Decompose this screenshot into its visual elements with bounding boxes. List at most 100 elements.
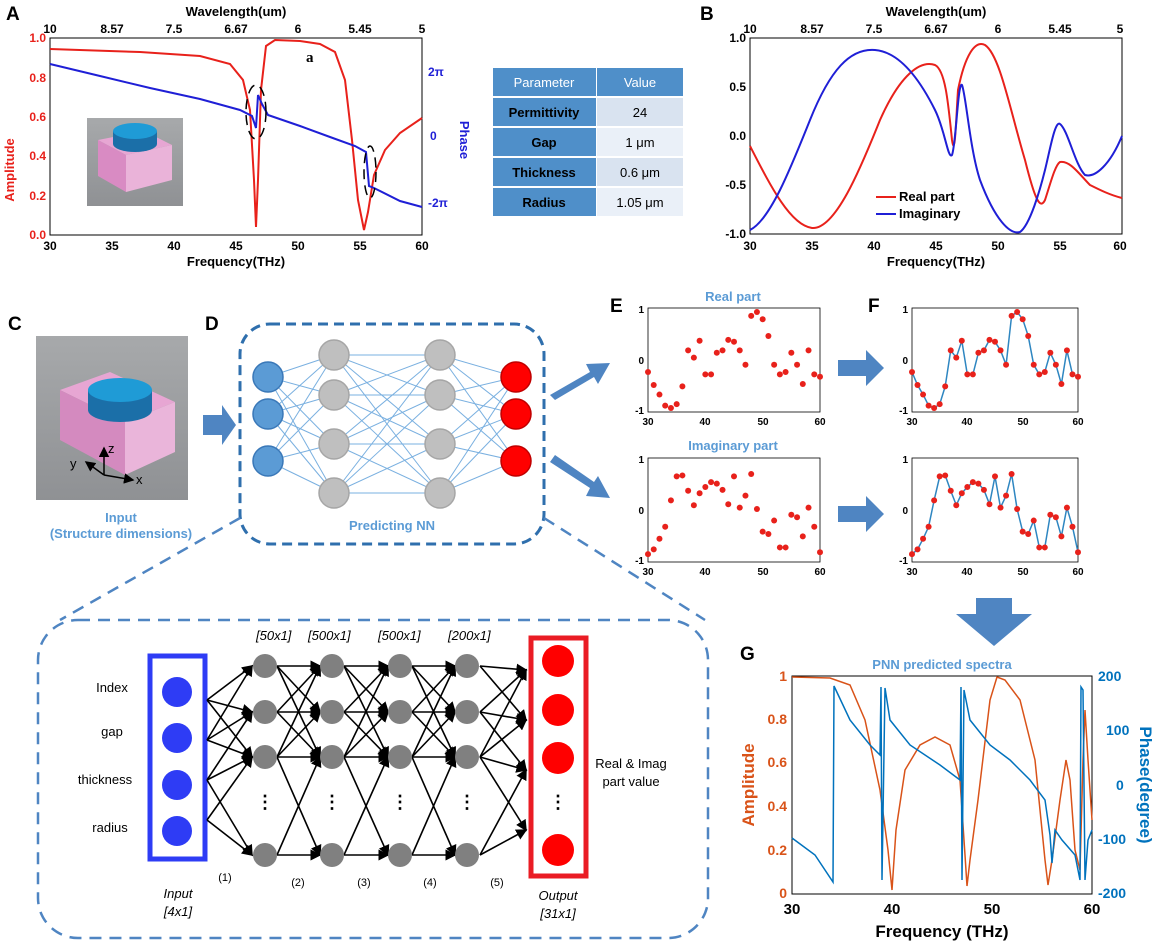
- panel-c-caption-1: Input: [105, 510, 137, 525]
- panel-d-network: Predicting NN: [238, 322, 546, 546]
- output-neuron: [542, 834, 574, 866]
- panel-a-y-tick: 0.2: [29, 189, 46, 203]
- data-point: [1041, 369, 1048, 375]
- data-point: [685, 347, 692, 354]
- panel-f-xtick: 60: [1072, 417, 1084, 428]
- data-point: [1069, 523, 1076, 530]
- input-label-radius: radius: [92, 820, 128, 835]
- hidden-neuron: [424, 477, 456, 509]
- hidden-neuron: [388, 654, 412, 678]
- output-neuron: [500, 445, 532, 477]
- data-point: [969, 371, 976, 378]
- panel-b-top-tick: 7.5: [866, 22, 883, 36]
- data-point: [1008, 471, 1015, 477]
- ellipsis: ⋮: [323, 792, 341, 812]
- output-neuron: [542, 742, 574, 774]
- hidden-neuron: [253, 654, 277, 678]
- nn-arrow: [206, 699, 254, 715]
- data-point: [909, 369, 915, 375]
- arrow-d-to-e-bottom: [550, 455, 610, 498]
- panel-f-ytick: 0: [902, 356, 908, 367]
- output-label-2: part value: [602, 774, 659, 789]
- hidden-neuron: [455, 700, 479, 724]
- nn-arrow: [206, 819, 254, 856]
- hidden-neuron: [424, 379, 456, 411]
- data-point: [997, 347, 1004, 354]
- nn-arrow: [206, 710, 253, 781]
- data-point: [725, 501, 732, 508]
- panel-d-caption: Predicting NN: [349, 518, 435, 533]
- data-point: [719, 347, 726, 354]
- data-point: [788, 511, 795, 518]
- panel-e-xtick: 30: [642, 417, 654, 428]
- data-point: [1014, 506, 1021, 513]
- panel-b-x-label: Frequency(THz): [887, 254, 985, 269]
- data-point: [794, 361, 801, 368]
- panel-b-x-tick: 60: [1113, 239, 1127, 253]
- nn-connection: [439, 376, 517, 494]
- data-point: [702, 371, 709, 378]
- data-point: [736, 504, 743, 511]
- panel-c-caption-2: (Structure dimensions): [50, 526, 192, 541]
- data-point: [673, 473, 680, 480]
- data-point: [1047, 349, 1054, 356]
- data-point: [953, 354, 960, 361]
- table-header-parameter: Parameter: [514, 75, 575, 90]
- panel-b-y-tick: 0.5: [729, 80, 746, 94]
- panel-a-top-tick: 5.45: [348, 22, 372, 36]
- output-caption: Output: [538, 888, 578, 903]
- data-point: [1058, 533, 1065, 540]
- nn-arrow: [479, 711, 528, 724]
- nn-connection: [439, 354, 517, 415]
- data-point: [708, 479, 715, 486]
- data-point: [799, 533, 806, 540]
- input-label-thickness: thickness: [78, 772, 133, 787]
- data-point: [925, 523, 932, 530]
- data-point: [997, 504, 1004, 511]
- hidden-neuron: [320, 700, 344, 724]
- arrow-e-to-f-top: [838, 350, 884, 386]
- data-point: [980, 486, 987, 493]
- hidden-neuron: [320, 654, 344, 678]
- layer-size-2: [500x1]: [307, 628, 351, 643]
- data-point: [776, 544, 783, 551]
- panel-f-xtick: 30: [906, 417, 918, 428]
- panel-a-x-tick: 55: [353, 239, 367, 253]
- panel-b-imaginary-curve: [749, 48, 1123, 234]
- hidden-neuron: [455, 654, 479, 678]
- nn-connection: [267, 413, 335, 494]
- panel-a-top-ticks: 10 8.57 7.5 6.67 6 5.45 5: [43, 22, 425, 36]
- data-point: [656, 391, 663, 398]
- panel-label-c: C: [8, 314, 22, 335]
- data-point: [1041, 544, 1048, 551]
- parameter-table: Parameter Value Permittivity 24 Gap 1 μm…: [493, 68, 683, 216]
- panel-e-title-bottom: Imaginary part: [688, 438, 778, 453]
- nn-arrow: [206, 665, 254, 701]
- panel-a-x-tick: 45: [229, 239, 243, 253]
- data-point: [936, 401, 943, 408]
- data-point: [1063, 504, 1070, 511]
- output-label-1: Real & Imag: [595, 756, 667, 771]
- data-point: [788, 349, 795, 356]
- input-dim: [4x1]: [163, 904, 193, 919]
- data-point: [696, 337, 703, 344]
- panel-a-phase-curve: [49, 63, 423, 208]
- small-nn-connections: [267, 354, 517, 494]
- data-point: [731, 473, 737, 480]
- panel-g-x-tick: 50: [984, 901, 1001, 918]
- data-point: [980, 347, 987, 354]
- arrow-f-to-g: [956, 598, 1032, 646]
- panel-b-top-tick: 5: [1117, 22, 1124, 36]
- panel-label-f: F: [868, 296, 880, 317]
- data-point: [782, 369, 789, 375]
- panel-label-a: A: [6, 4, 20, 25]
- data-point: [942, 472, 949, 479]
- nn-connection: [333, 443, 441, 494]
- hidden-neuron: [318, 379, 350, 411]
- data-point: [771, 361, 778, 368]
- data-point: [811, 371, 818, 378]
- arrow-c-to-d: [203, 405, 236, 445]
- panel-a-top-tick: 6: [295, 22, 302, 36]
- data-point: [799, 381, 806, 387]
- data-point: [765, 333, 772, 339]
